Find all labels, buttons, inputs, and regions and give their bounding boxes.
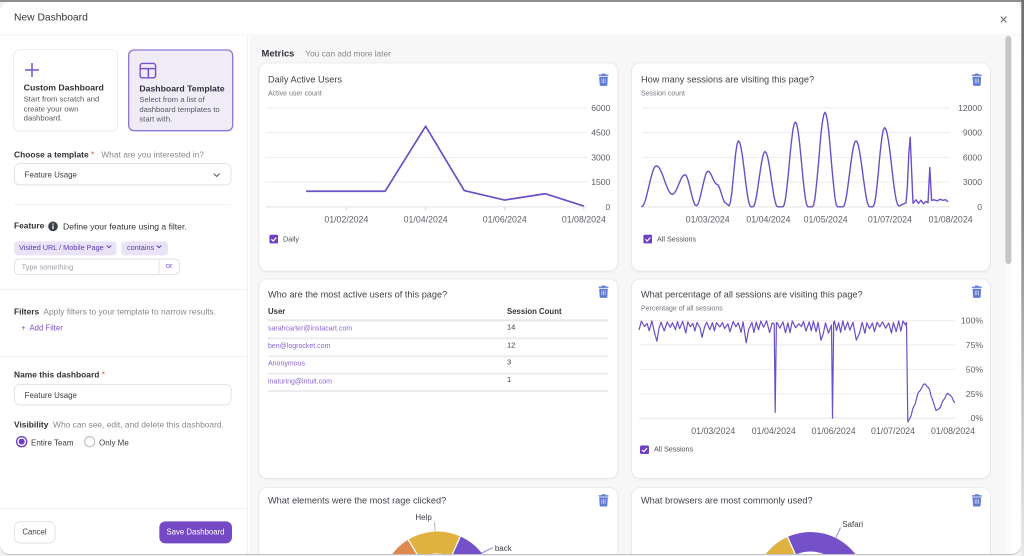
- svg-text:01/02/2024: 01/02/2024: [324, 215, 368, 225]
- svg-text:01/05/2024: 01/05/2024: [804, 215, 848, 225]
- svg-text:0: 0: [977, 202, 982, 212]
- svg-text:01/08/2024: 01/08/2024: [929, 215, 973, 225]
- svg-text:6000: 6000: [591, 103, 610, 113]
- svg-text:01/04/2024: 01/04/2024: [752, 426, 796, 436]
- svg-text:100%: 100%: [961, 316, 983, 326]
- svg-text:01/03/2024: 01/03/2024: [691, 426, 735, 436]
- svg-text:Submit: Submit: [354, 553, 380, 554]
- svg-text:01/06/2024: 01/06/2024: [482, 215, 526, 225]
- svg-text:25%: 25%: [966, 389, 984, 399]
- svg-text:1500: 1500: [591, 177, 610, 187]
- svg-text:Help: Help: [415, 513, 432, 522]
- svg-text:01/08/2024: 01/08/2024: [931, 426, 975, 436]
- svg-text:12000: 12000: [958, 103, 982, 113]
- svg-text:50%: 50%: [966, 364, 984, 374]
- svg-text:01/06/2024: 01/06/2024: [812, 426, 856, 436]
- svg-text:9000: 9000: [963, 128, 982, 138]
- svg-text:6000: 6000: [963, 153, 982, 163]
- svg-text:0%: 0%: [971, 413, 984, 423]
- svg-text:Safari: Safari: [842, 520, 863, 529]
- svg-text:01/07/2024: 01/07/2024: [868, 215, 912, 225]
- svg-text:0: 0: [605, 202, 610, 212]
- svg-text:01/08/2024: 01/08/2024: [561, 215, 605, 225]
- svg-text:01/07/2024: 01/07/2024: [871, 426, 915, 436]
- svg-text:back: back: [495, 544, 513, 553]
- svg-text:3000: 3000: [963, 177, 982, 187]
- svg-text:75%: 75%: [966, 340, 984, 350]
- svg-text:01/03/2024: 01/03/2024: [686, 215, 730, 225]
- svg-text:3000: 3000: [591, 153, 610, 163]
- svg-text:4500: 4500: [591, 128, 610, 138]
- svg-text:01/04/2024: 01/04/2024: [746, 215, 790, 225]
- svg-text:01/04/2024: 01/04/2024: [403, 215, 447, 225]
